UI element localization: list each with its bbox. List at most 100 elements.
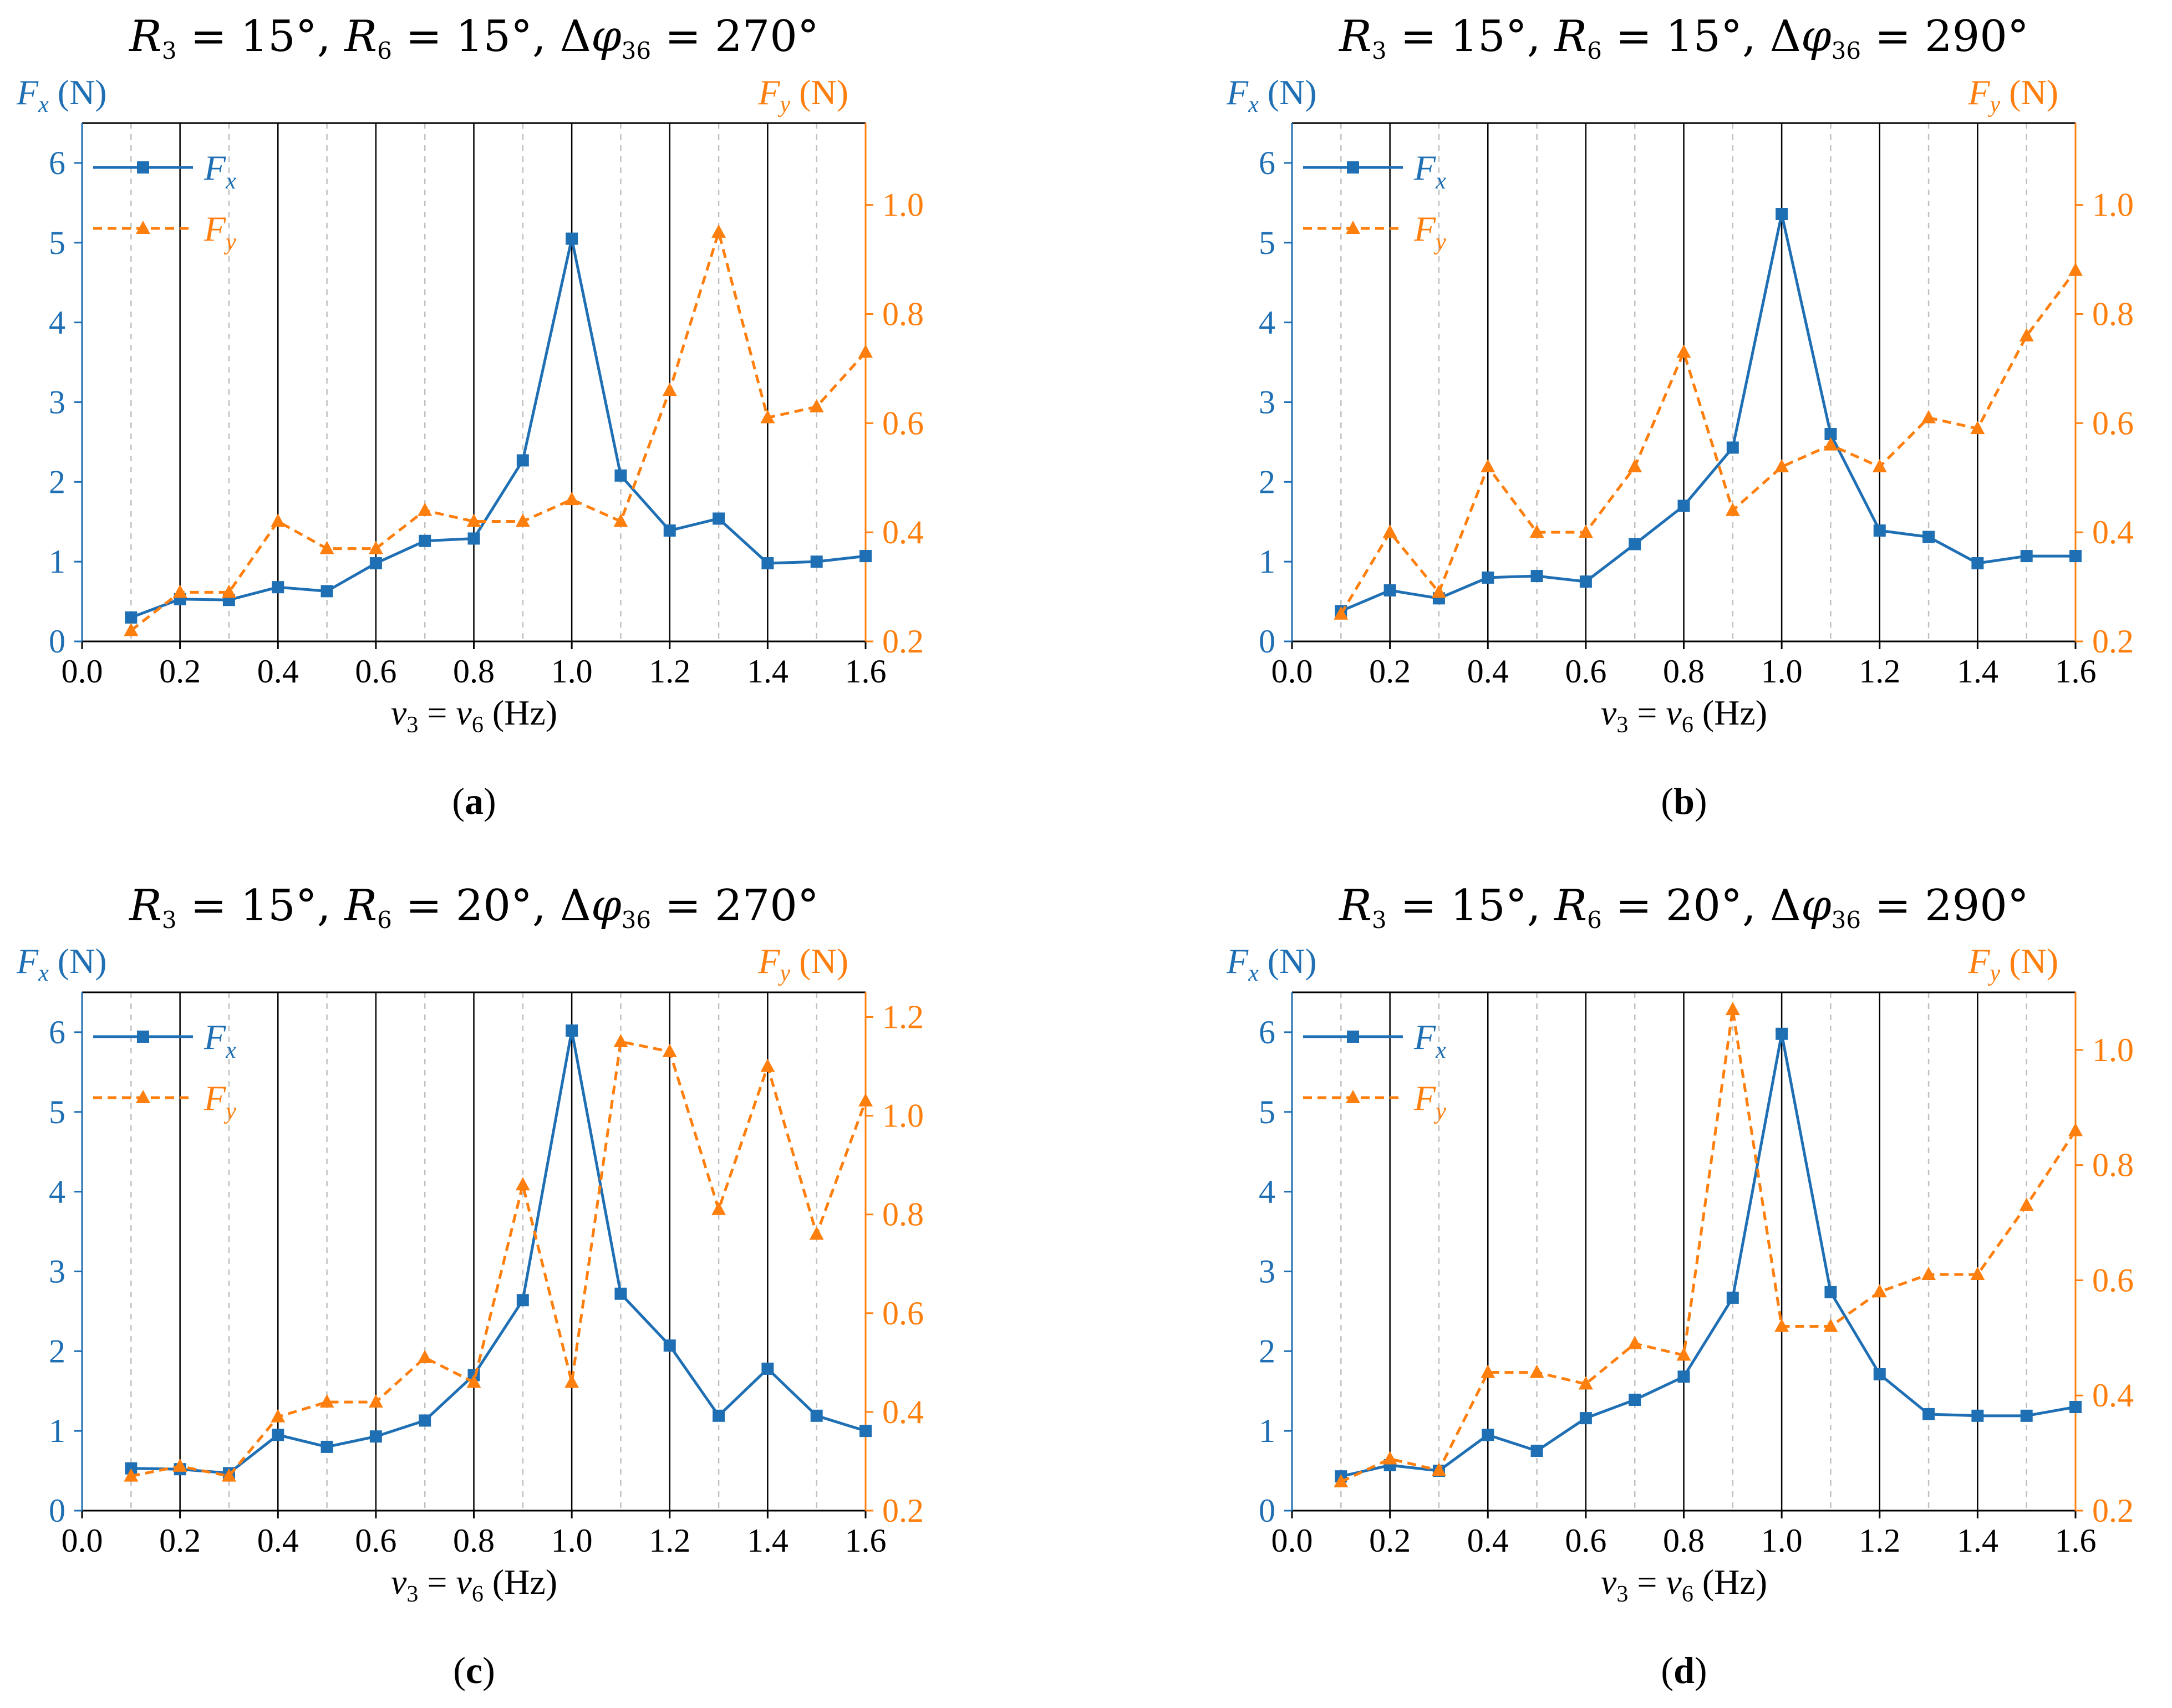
y-left-tick-label: 0 xyxy=(1259,1492,1275,1529)
data-point-fx xyxy=(566,232,578,245)
y-right-tick-label: 0.2 xyxy=(882,623,924,660)
x-tick-label: 1.4 xyxy=(1957,1522,1998,1559)
data-point-fy xyxy=(1627,1335,1642,1349)
data-point-fx xyxy=(1629,1394,1641,1406)
y-right-tick-label: 0.8 xyxy=(2092,1147,2134,1184)
y-left-tick-label: 1 xyxy=(1259,1413,1275,1449)
y-right-tick-label: 0.6 xyxy=(2092,405,2134,441)
x-tick-label: 0.0 xyxy=(1271,653,1313,690)
data-point-fx xyxy=(566,1024,578,1037)
x-tick-label: 0.0 xyxy=(1271,1522,1313,1559)
legend-label-fy: Fy xyxy=(1413,209,1446,255)
data-point-fy xyxy=(418,502,433,516)
legend-marker-fy xyxy=(1346,1090,1360,1103)
y-left-tick-label: 2 xyxy=(1259,1333,1275,1369)
data-point-fx xyxy=(1824,428,1837,440)
y-left-tick-label: 3 xyxy=(49,384,65,420)
x-tick-label: 0.0 xyxy=(62,1522,103,1559)
panel-label: (b) xyxy=(1661,780,1707,822)
data-point-fx xyxy=(1726,1291,1739,1304)
data-point-fx xyxy=(1677,499,1690,512)
data-point-fy xyxy=(2019,1197,2034,1211)
y-left-tick-label: 5 xyxy=(49,225,65,261)
data-point-fx xyxy=(516,454,529,467)
y-left-axis-label: Fx (N) xyxy=(1226,73,1317,118)
data-point-fy xyxy=(1578,1376,1593,1390)
chart-title: R3 = 15°, R6 = 15°, Δφ36 = 290° xyxy=(1338,12,2029,64)
y-right-tick-label: 1.0 xyxy=(2092,1032,2134,1068)
data-point-fy xyxy=(613,513,628,527)
series-line-fy xyxy=(130,231,867,632)
x-tick-label: 0.4 xyxy=(1467,653,1509,690)
data-point-fy xyxy=(1725,1002,1740,1016)
y-left-tick-label: 3 xyxy=(1259,1253,1275,1289)
data-point-fx xyxy=(2020,550,2033,563)
legend-label-fy: Fy xyxy=(204,209,236,255)
y-right-tick-label: 1.0 xyxy=(2092,187,2134,223)
data-point-fy xyxy=(564,492,579,506)
y-right-tick-label: 1.0 xyxy=(882,187,924,223)
data-point-fy xyxy=(2019,328,2034,341)
y-left-tick-label: 4 xyxy=(49,304,65,341)
data-point-fy xyxy=(858,1093,873,1107)
x-axis-label: v3 = v6 (Hz) xyxy=(391,1562,557,1607)
data-point-fx xyxy=(859,1425,872,1437)
data-point-fx xyxy=(2069,550,2082,563)
x-axis-label: v3 = v6 (Hz) xyxy=(1601,1562,1767,1607)
x-tick-label: 0.0 xyxy=(62,653,103,690)
x-tick-label: 0.8 xyxy=(453,653,495,690)
y-right-tick-label: 1.2 xyxy=(882,999,924,1036)
x-tick-label: 0.6 xyxy=(355,653,396,690)
x-tick-label: 1.4 xyxy=(1957,653,1998,690)
y-left-tick-label: 4 xyxy=(49,1174,65,1210)
data-point-fy xyxy=(809,1226,824,1240)
data-point-fy xyxy=(1481,1364,1496,1378)
data-point-fx xyxy=(1482,1429,1494,1441)
data-point-fx xyxy=(1971,1409,1984,1422)
y-right-tick-label: 0.2 xyxy=(2092,1492,2134,1529)
data-point-fy xyxy=(1823,1318,1838,1332)
y-left-axis-label: Fx (N) xyxy=(1226,941,1317,986)
y-right-tick-label: 0.4 xyxy=(2092,1377,2134,1414)
panel-label: (c) xyxy=(453,1649,495,1691)
x-tick-label: 1.2 xyxy=(1859,653,1900,690)
y-left-axis-label: Fx (N) xyxy=(16,941,107,986)
y-left-tick-label: 6 xyxy=(1259,145,1275,181)
x-tick-label: 1.4 xyxy=(747,653,789,690)
data-point-fy xyxy=(2068,1123,2083,1136)
data-point-fy xyxy=(1725,502,1740,516)
data-point-fx xyxy=(1776,1027,1788,1040)
data-point-fx xyxy=(1482,571,1494,584)
data-point-fy xyxy=(172,584,187,598)
data-point-fy xyxy=(1823,437,1838,451)
data-point-fy xyxy=(319,541,334,554)
data-point-fx xyxy=(614,1287,627,1300)
x-tick-label: 0.8 xyxy=(1663,653,1705,690)
data-point-fy xyxy=(711,224,726,238)
data-point-fy xyxy=(319,1394,334,1408)
y-left-tick-label: 3 xyxy=(1259,384,1275,420)
data-point-fy xyxy=(1921,1267,1936,1281)
data-point-fy xyxy=(1382,1451,1397,1465)
data-point-fx xyxy=(1873,1368,1886,1381)
data-point-fx xyxy=(125,611,138,624)
data-point-fx xyxy=(321,1440,333,1453)
chart-title: R3 = 15°, R6 = 20°, Δφ36 = 290° xyxy=(1338,881,2029,934)
y-right-tick-label: 0.4 xyxy=(882,514,924,550)
y-right-tick-label: 0.8 xyxy=(2092,295,2134,332)
data-point-fx xyxy=(1383,584,1396,596)
data-point-fx xyxy=(1922,1408,1935,1420)
data-point-fy xyxy=(1872,459,1887,473)
y-left-tick-label: 1 xyxy=(49,1413,65,1449)
data-point-fy xyxy=(662,383,677,396)
x-tick-label: 1.2 xyxy=(649,1522,690,1559)
chart-panel-a: 0.0 0.2 0.4 0.6 0.8 1.0 1.2 1.4 1.6 0 1 2 3 4 5 6 0.2 0.4… xyxy=(16,12,924,822)
data-point-fx xyxy=(1579,575,1592,588)
data-point-fx xyxy=(1922,531,1935,543)
series-line-fx xyxy=(131,1029,866,1475)
data-point-fx xyxy=(614,469,627,482)
legend-label-fx: Fx xyxy=(1413,1017,1446,1063)
data-point-fy xyxy=(662,1043,677,1057)
data-point-fx xyxy=(2020,1409,2033,1422)
x-tick-label: 1.0 xyxy=(1761,653,1803,690)
